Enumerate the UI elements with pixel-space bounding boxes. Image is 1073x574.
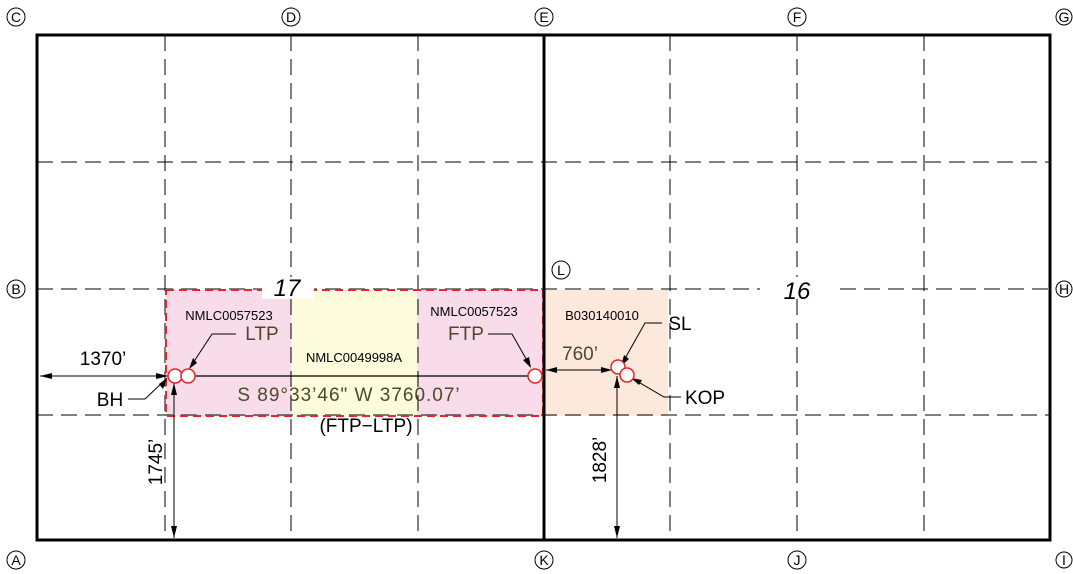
ftp-marker bbox=[527, 368, 543, 384]
section-number-16: 16 bbox=[784, 278, 811, 305]
svg-text:H: H bbox=[1059, 281, 1069, 297]
svg-text:F: F bbox=[793, 9, 802, 25]
bh-south-dimension bbox=[171, 383, 177, 538]
west-offset-label: 1370’ bbox=[80, 349, 127, 370]
sl-label: SL bbox=[668, 314, 691, 335]
bh-marker bbox=[167, 368, 183, 384]
sl-south-offset-label: 1828’ bbox=[590, 437, 611, 484]
svg-text:B: B bbox=[11, 281, 20, 297]
bh-leader bbox=[128, 378, 167, 400]
corner-c: C bbox=[6, 7, 26, 27]
sl-south-dimension bbox=[614, 376, 620, 538]
svg-text:J: J bbox=[794, 552, 801, 568]
ltp-lease-label: NMLC0057523 bbox=[185, 308, 272, 323]
corner-b: B bbox=[6, 279, 26, 299]
kop-label: KOP bbox=[685, 388, 725, 409]
bh-south-offset-label: 1745’ bbox=[146, 439, 167, 486]
corner-k: K bbox=[534, 550, 554, 570]
svg-text:D: D bbox=[286, 9, 296, 25]
kop-leader bbox=[631, 378, 681, 398]
corner-d: D bbox=[281, 7, 301, 27]
svg-text:E: E bbox=[539, 9, 548, 25]
ltp-marker bbox=[180, 368, 196, 384]
svg-text:C: C bbox=[11, 9, 21, 25]
ltp-leader bbox=[189, 333, 236, 369]
svg-text:K: K bbox=[539, 552, 549, 568]
center-lease-label: NMLC0049998A bbox=[306, 350, 402, 365]
ltp-label: LTP bbox=[245, 324, 278, 345]
yellow-lease-tract bbox=[291, 290, 417, 416]
kop-marker bbox=[619, 367, 635, 383]
bearing-note-label: (FTP−LTP) bbox=[319, 416, 412, 437]
ftp-leader bbox=[488, 333, 531, 368]
svg-text:A: A bbox=[11, 552, 21, 568]
bh-label: BH bbox=[97, 390, 123, 411]
section-number-17: 17 bbox=[274, 275, 302, 302]
corner-l: L bbox=[551, 260, 571, 280]
svg-text:L: L bbox=[557, 262, 565, 278]
project-area-outline bbox=[165, 289, 544, 417]
corner-a: A bbox=[6, 550, 26, 570]
bearing-distance-label: S 89°33’46" W 3760.07’ bbox=[237, 385, 460, 406]
corner-g: G bbox=[1055, 8, 1073, 26]
ftp-label: FTP bbox=[448, 324, 484, 345]
peach-lease-tract bbox=[544, 290, 668, 416]
point-markers bbox=[167, 359, 635, 384]
sl-lease-label: B030140010 bbox=[565, 308, 639, 323]
svg-text:G: G bbox=[1059, 9, 1070, 25]
section-17-knockout bbox=[262, 277, 314, 299]
section-16-knockout bbox=[764, 277, 838, 299]
ftp-lease-label: NMLC0057523 bbox=[430, 304, 517, 319]
corner-i: I bbox=[1055, 551, 1073, 569]
sl-offset-dimension bbox=[546, 367, 612, 373]
corner-h: H bbox=[1055, 280, 1073, 298]
west-offset-dimension bbox=[40, 373, 168, 379]
corner-labels: C D E F G B H L A K J I bbox=[6, 7, 1073, 570]
sl-offset-label: 760’ bbox=[562, 344, 598, 365]
corner-j: J bbox=[787, 550, 807, 570]
corner-f: F bbox=[787, 7, 807, 27]
corner-e: E bbox=[534, 7, 554, 27]
svg-text:I: I bbox=[1062, 552, 1066, 568]
